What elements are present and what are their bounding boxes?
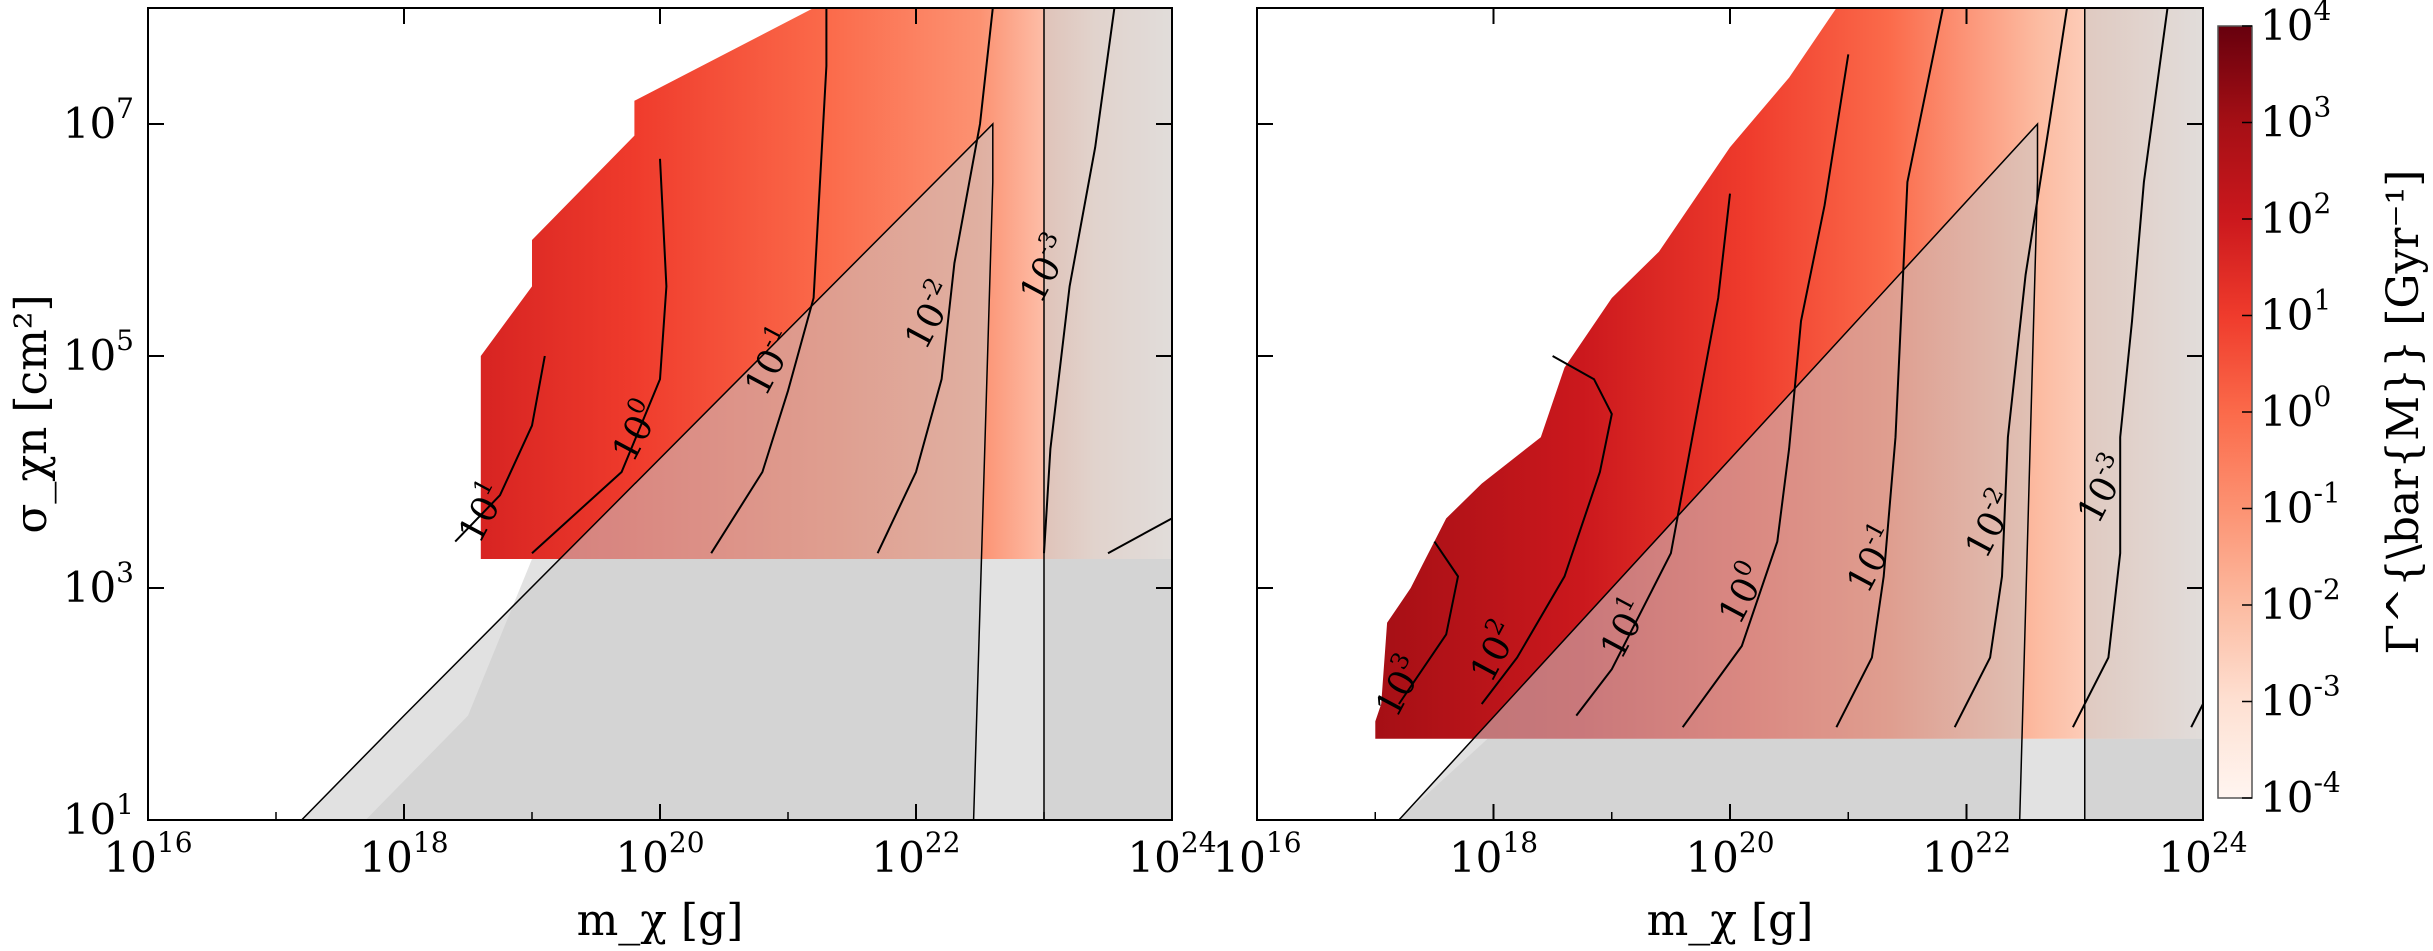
y-tick-label: 101 bbox=[63, 788, 134, 844]
x-tick-label: 1018 bbox=[359, 826, 448, 882]
contour-line bbox=[531, 158, 668, 554]
colorbar-tick-label: 10-4 bbox=[2260, 766, 2341, 822]
colorbar-tick-label: 104 bbox=[2260, 0, 2331, 50]
contour-line bbox=[876, 8, 994, 554]
y-tick-label: 107 bbox=[63, 92, 134, 148]
contour-line bbox=[1953, 8, 2068, 728]
x-tick-label: 1020 bbox=[615, 826, 704, 882]
contour-line bbox=[1107, 517, 1172, 555]
colorbar-label: Γ^{\bar{M}} [Gyr⁻¹] bbox=[2378, 170, 2429, 655]
x-tick-label: 1024 bbox=[2158, 826, 2247, 882]
x-axis-label: m_χ [g] bbox=[577, 895, 744, 946]
colorbar-tick-label: 101 bbox=[2260, 284, 2331, 340]
x-tick-label: 1024 bbox=[1127, 826, 1216, 882]
colorbar-tick-label: 103 bbox=[2260, 91, 2331, 147]
excluded-wedge-region bbox=[300, 122, 994, 820]
contour-line bbox=[710, 8, 828, 554]
contour-line bbox=[1835, 8, 1944, 728]
contour-line bbox=[1681, 54, 1850, 728]
x-tick-label: 1022 bbox=[871, 826, 960, 882]
x-tick-label: 1018 bbox=[1449, 826, 1538, 882]
x-tick-label: 1016 bbox=[103, 826, 192, 882]
contour-line bbox=[1480, 355, 1613, 705]
y-tick-label: 103 bbox=[63, 556, 134, 612]
contour-line bbox=[454, 355, 546, 543]
x-tick-label: 1016 bbox=[1212, 826, 1301, 882]
contour-line bbox=[2190, 703, 2203, 728]
y-tick-label: 105 bbox=[63, 324, 134, 380]
contour-line bbox=[1043, 8, 1116, 554]
colorbar-tick-label: 102 bbox=[2260, 187, 2331, 243]
colorbar: 104 103 102 101 100 10-1 10-2 10-3 10-4 Γ^{\bar{M… bbox=[2217, 0, 2429, 822]
excluded-wedge-region bbox=[1397, 122, 2039, 820]
x-tick-label: 1022 bbox=[1922, 826, 2011, 882]
plot-area bbox=[1375, 8, 2203, 820]
plot-area bbox=[300, 8, 1172, 820]
colorbar-tick-label: 10-1 bbox=[2260, 477, 2341, 533]
colorbar-tick-label: 100 bbox=[2260, 380, 2331, 436]
colorbar-tick-label: 10-3 bbox=[2260, 670, 2341, 726]
excluded-band-region bbox=[2084, 8, 2203, 820]
contour-line bbox=[2072, 8, 2169, 728]
contour-line bbox=[1398, 541, 1460, 705]
contour-line bbox=[1575, 193, 1731, 717]
x-axis-label: m_χ [g] bbox=[1647, 895, 1814, 946]
excluded-band-region bbox=[1044, 8, 1172, 820]
x-tick-label: 1020 bbox=[1685, 826, 1774, 882]
colorbar-tick-label: 10-2 bbox=[2260, 573, 2341, 629]
y-axis-label: σ_χn [cm²] bbox=[6, 294, 57, 533]
